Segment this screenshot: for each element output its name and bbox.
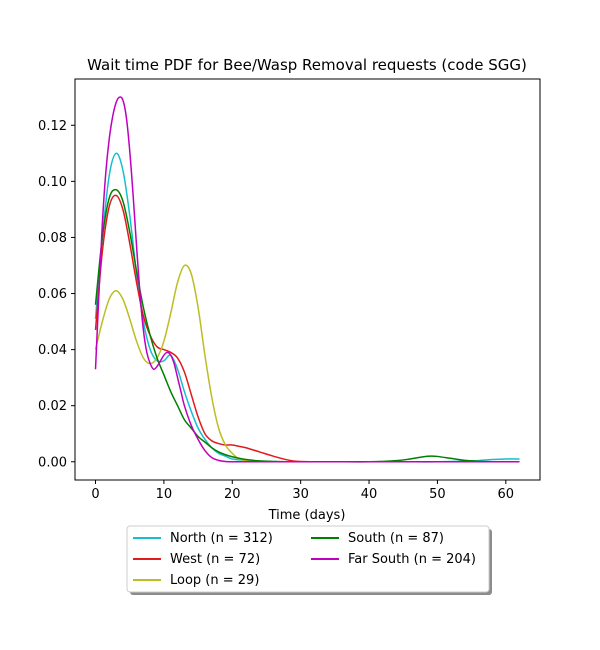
series-line-1 — [94, 194, 520, 463]
y-axis: 0.00 0.02 0.04 0.06 0.08 0.10 0.12 — [38, 119, 75, 470]
legend: North (n = 312) West (n = 72) Loop (n = 29… — [126, 525, 492, 595]
y-tick-label: 0.10 — [38, 175, 67, 190]
legend-label-2: Loop (n = 29) — [170, 573, 259, 588]
y-tick-label: 0.00 — [38, 455, 67, 470]
y-tick-label: 0.02 — [38, 399, 67, 414]
legend-label-1: West (n = 72) — [170, 552, 260, 567]
x-axis-label: Time (days) — [268, 508, 346, 523]
series-line-0 — [94, 152, 520, 463]
legend-box — [126, 525, 490, 593]
chart-title: Wait time PDF for Bee/Wasp Removal reque… — [87, 56, 527, 74]
x-tick-label: 50 — [429, 487, 446, 502]
y-tick-label: 0.12 — [38, 119, 67, 134]
legend-label-4: Far South (n = 204) — [348, 552, 476, 567]
y-tick-label: 0.04 — [38, 343, 67, 358]
series-line-4 — [94, 96, 520, 463]
y-tick-label: 0.06 — [38, 287, 67, 302]
legend-label-0: North (n = 312) — [170, 531, 273, 546]
plot-frame — [74, 78, 541, 481]
x-tick-label: 0 — [91, 487, 99, 502]
x-axis: 0 10 20 30 40 50 60 — [91, 480, 514, 502]
legend-label-3: South (n = 87) — [348, 531, 444, 546]
x-tick-label: 40 — [361, 487, 378, 502]
y-tick-label: 0.08 — [38, 231, 67, 246]
plot-area — [94, 96, 520, 463]
x-tick-label: 20 — [224, 487, 241, 502]
x-tick-label: 30 — [292, 487, 309, 502]
x-tick-label: 10 — [156, 487, 173, 502]
series-line-3 — [94, 188, 520, 463]
x-tick-label: 60 — [498, 487, 515, 502]
